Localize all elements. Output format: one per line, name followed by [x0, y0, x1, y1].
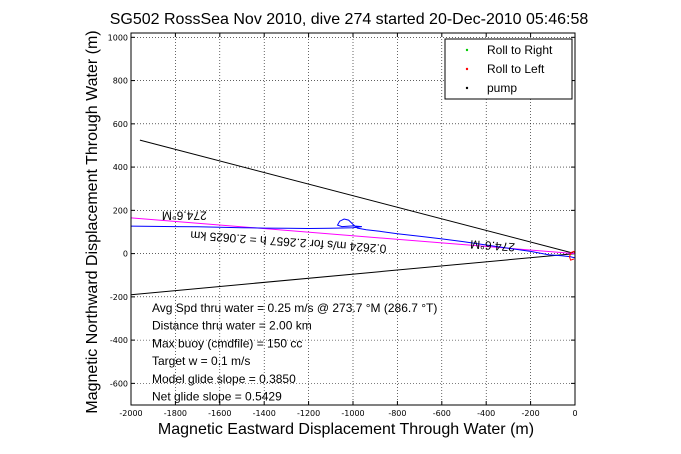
stat-line-5: Net glide slope = 0.5429: [152, 390, 282, 404]
legend-label-1: Roll to Left: [487, 62, 545, 76]
stat-line-3: Target w = 0.1 m/s: [152, 354, 250, 368]
chart-title: SG502 RossSea Nov 2010, dive 274 started…: [110, 11, 589, 28]
stats-block: Avg Spd thru water = 0.25 m/s @ 273.7 °M…: [152, 301, 437, 404]
series-line-4: [568, 250, 576, 261]
legend-marker-2: [465, 86, 469, 90]
y-tick-label: 800: [113, 77, 128, 86]
annotation-2: 274.6°M: [470, 237, 516, 254]
stat-line-4: Model glide slope = 0.3850: [152, 372, 296, 386]
x-tick-label: -1800: [164, 409, 187, 418]
annotation-1: 0.2624 m/s for 2.2657 h = 2.0625 km: [190, 228, 387, 256]
y-tick-label: 200: [113, 206, 128, 215]
legend-marker-1: [465, 67, 469, 71]
x-tick-label: -400: [477, 409, 495, 418]
x-tick-label: -800: [388, 409, 406, 418]
x-tick-label: -200: [522, 409, 540, 418]
series-line-3: [130, 218, 576, 259]
y-tick-label: -200: [110, 293, 128, 302]
y-axis-label: Magnetic Northward Displacement Through …: [84, 30, 101, 413]
x-tick-label: -1600: [208, 409, 231, 418]
legend-marker-0: [465, 48, 469, 52]
y-tick-label: -600: [110, 379, 128, 388]
x-tick-label: -1000: [341, 409, 364, 418]
x-tick-label: 0: [572, 409, 577, 418]
series-line-0: [139, 139, 576, 255]
legend: Roll to Right Roll to Left pump: [444, 38, 573, 100]
series-line-2: [130, 217, 576, 255]
grid-lines: [130, 33, 576, 405]
legend-label-2: pump: [487, 81, 517, 95]
x-tick-label: -1200: [297, 409, 320, 418]
x-tick-label: -600: [433, 409, 451, 418]
annotations: 274.6°M 0.2624 m/s for 2.2657 h = 2.0625 …: [162, 208, 516, 255]
x-tick-labels: -2000 -1800 -1600 -1400 -1200 -1000 -800 -600 -4…: [119, 409, 577, 418]
stat-line-0: Avg Spd thru water = 0.25 m/s @ 273.7 °M…: [152, 301, 437, 315]
x-tick-label: -1400: [253, 409, 276, 418]
y-tick-label: 400: [113, 163, 128, 172]
y-tick-labels: 1000 800 600 400 200 0 -200 -400 -600: [108, 33, 128, 388]
series-line-1: [130, 253, 576, 296]
y-tick-label: 0: [123, 250, 128, 259]
y-tick-label: -400: [110, 336, 128, 345]
x-axis-label: Magnetic Eastward Displacement Through W…: [158, 421, 534, 438]
x-tick-label: -2000: [119, 409, 142, 418]
plot-frame: [130, 32, 576, 406]
stat-line-2: Max buoy (cmdfile) = 150 cc: [152, 336, 302, 350]
annotation-0: 274.6°M: [162, 208, 207, 222]
stat-line-1: Distance thru water = 2.00 km: [152, 319, 312, 333]
legend-label-0: Roll to Right: [487, 43, 553, 57]
series-lines: [130, 139, 576, 296]
y-tick-label: 1000: [108, 33, 128, 42]
y-tick-label: 600: [113, 120, 128, 129]
